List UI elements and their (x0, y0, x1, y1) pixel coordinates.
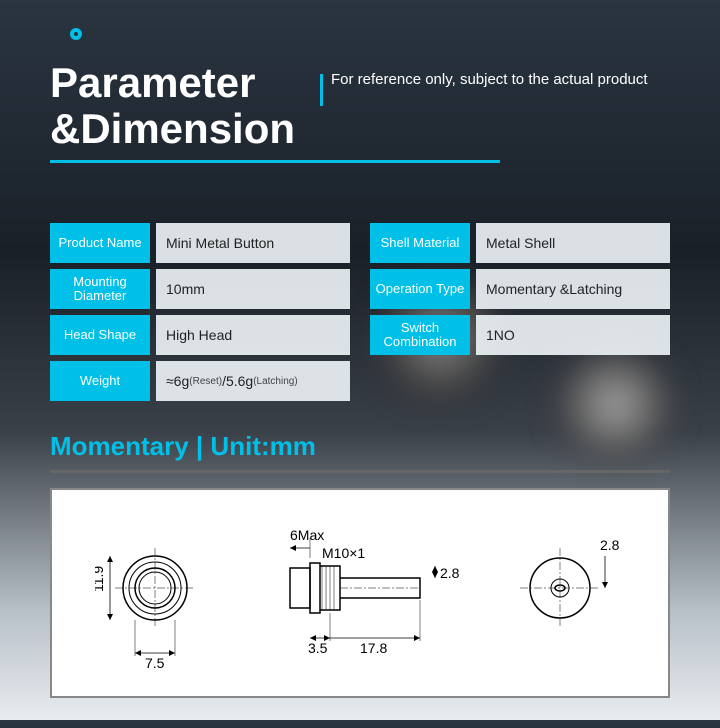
section-header: Momentary | Unit:mm (50, 431, 670, 473)
spec-row: Operation Type Momentary &Latching (370, 269, 670, 309)
title-underline (50, 160, 500, 163)
spec-value: 1NO (476, 315, 670, 355)
svg-text:3.5: 3.5 (308, 640, 328, 656)
spec-table: Product Name Mini Metal Button Mounting … (50, 223, 670, 401)
spec-label: Mounting Diameter (50, 269, 150, 309)
svg-text:2.8: 2.8 (440, 565, 460, 581)
svg-text:11.9: 11.9 (95, 566, 106, 592)
svg-text:17.8: 17.8 (360, 640, 387, 656)
spec-value: ≈6g(Reset)/5.6g(Latching) (156, 361, 350, 401)
spec-label: Operation Type (370, 269, 470, 309)
subtitle-block: For reference only, subject to the actua… (320, 70, 648, 106)
accent-circle-icon (70, 28, 82, 40)
title-line2: &Dimension (50, 106, 670, 152)
spec-col-left: Product Name Mini Metal Button Mounting … (50, 223, 350, 401)
spec-value: Momentary &Latching (476, 269, 670, 309)
spec-row: Shell Material Metal Shell (370, 223, 670, 263)
svg-text:6Max: 6Max (290, 527, 324, 543)
diagram-rear: 2.8 (505, 508, 625, 678)
svg-text:7.5: 7.5 (145, 655, 165, 671)
spec-col-right: Shell Material Metal Shell Operation Typ… (370, 223, 670, 401)
spec-row: Weight ≈6g(Reset)/5.6g(Latching) (50, 361, 350, 401)
spec-value: Mini Metal Button (156, 223, 350, 263)
spec-label: Head Shape (50, 315, 150, 355)
spec-value: High Head (156, 315, 350, 355)
spec-value: 10mm (156, 269, 350, 309)
subtitle-text: For reference only, subject to the actua… (331, 70, 648, 90)
diagram-front: 11.9 7.5 (95, 508, 215, 678)
spec-value: Metal Shell (476, 223, 670, 263)
spec-label: Switch Combination (370, 315, 470, 355)
svg-text:2.8: 2.8 (600, 537, 620, 553)
spec-label: Shell Material (370, 223, 470, 263)
subtitle-bar (320, 74, 323, 106)
diagram-side: 6Max M10×1 2.8 3.5 17.8 (260, 508, 460, 678)
spec-label: Weight (50, 361, 150, 401)
svg-text:M10×1: M10×1 (322, 545, 365, 561)
spec-row: Mounting Diameter 10mm (50, 269, 350, 309)
spec-label: Product Name (50, 223, 150, 263)
diagram-container: 11.9 7.5 6Max M10×1 2 (50, 488, 670, 698)
spec-row: Product Name Mini Metal Button (50, 223, 350, 263)
spec-row: Switch Combination 1NO (370, 315, 670, 355)
spec-row: Head Shape High Head (50, 315, 350, 355)
